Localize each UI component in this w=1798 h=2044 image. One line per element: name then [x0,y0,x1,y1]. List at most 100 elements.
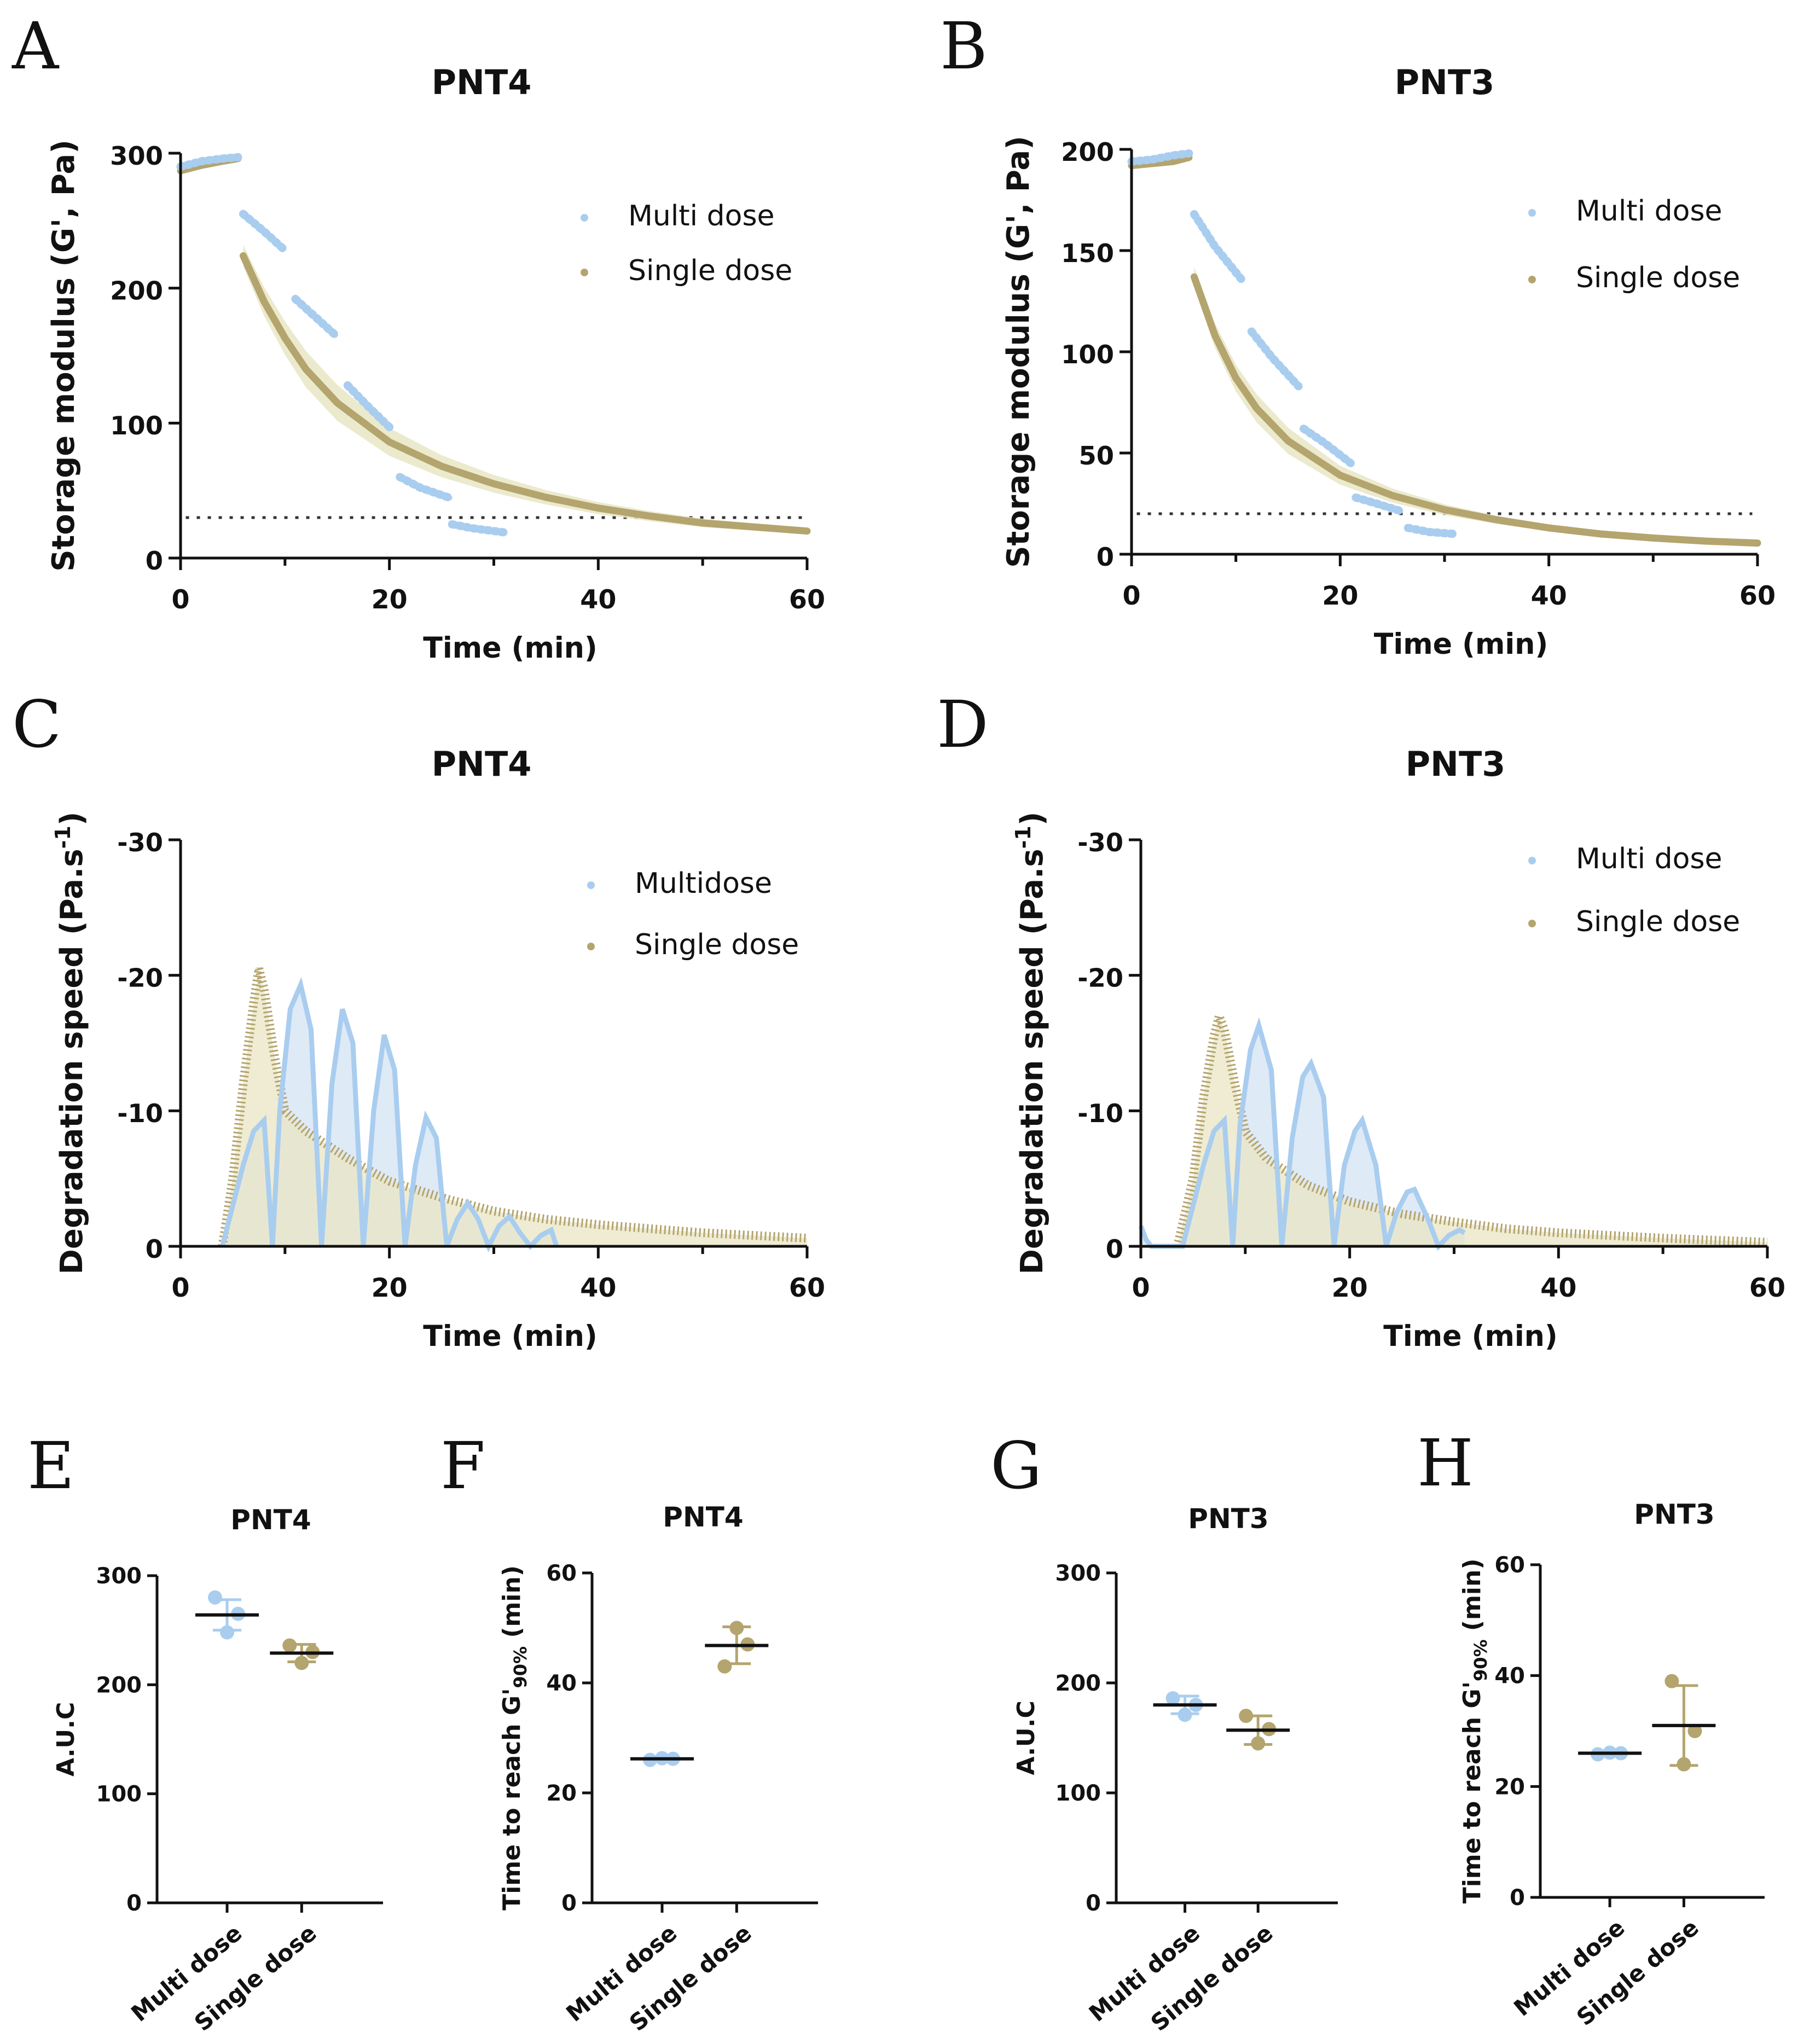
y-axis-label-main: A.U.C [1012,1700,1040,1775]
x-axis-label: Time (min) [1374,628,1548,661]
y-tick-label: 0 [126,1891,142,1916]
panel-d: D PNT3 0 -10 -20 -30 0 20 40 60 Time (min) Degradat… [937,687,1785,1353]
x-tick-label: 0 [1132,1273,1150,1303]
x-tick-label: 60 [1739,581,1776,611]
y-tick-label: 60 [1494,1553,1525,1578]
legend-marker [581,269,588,276]
y-axis-label-main: Time to reach G' [1458,1681,1486,1903]
y-axis-label-main: A.U.C [52,1702,80,1776]
x-tick-label: 20 [372,1273,408,1303]
legend-marker [587,943,595,950]
panel-letter: H [1417,1425,1474,1501]
y-axis-label: Storage modulus (G', Pa) [1001,136,1036,568]
y-tick-label: 0 [146,546,163,576]
y-tick-label: 0 [146,1234,163,1264]
multi-dose-segment-core [1131,152,1190,164]
x-tick-label: 40 [1540,1273,1576,1303]
y-tick-label: 20 [1494,1774,1525,1799]
y-axis-label: Time to reach G'90% (min) [1458,1559,1491,1904]
y-tick-label: 100 [1055,1781,1101,1806]
panel-letter: F [440,1428,485,1503]
y-tick-label: 200 [1055,1671,1101,1696]
panel-letter: E [27,1428,74,1503]
y-tick-label: 200 [110,276,163,306]
legend-marker [587,881,595,889]
x-tick-label: 60 [1749,1273,1785,1303]
y-axis-label-sup: -1 [51,826,75,849]
chart-title: PNT3 [1406,744,1506,784]
legend-label: Multi dose [1576,195,1722,228]
multi-dose-segment-core [1302,427,1352,464]
y-tick-label: 0 [1510,1885,1525,1911]
legend-marker [1528,209,1536,217]
y-axis-label-main: Time to reach G' [498,1688,526,1911]
y-axis-label: A.U.C [1012,1700,1040,1775]
y-tick-label: 40 [1494,1664,1525,1689]
x-tick-label: 40 [580,585,616,615]
y-axis-label-sup: -1 [1011,826,1035,849]
x-axis-label: Time (min) [423,632,598,665]
y-tick-label: -30 [117,828,163,857]
data-point [717,1659,732,1674]
multi-dose-segment-core [451,522,504,535]
legend-label: Single dose [635,928,799,961]
multi-dose-segment-core [1407,526,1455,536]
y-tick-label: 60 [546,1561,577,1586]
chart-title: PNT3 [1395,62,1495,102]
data-point [220,1625,235,1640]
x-tick-label: Single dose [1146,1919,1278,2036]
y-tick-label: 300 [1055,1561,1101,1586]
panel-letter: D [937,687,989,762]
panel-letter: A [11,8,60,84]
y-axis-label: Storage modulus (G', Pa) [46,140,82,572]
multi-dose-line [219,977,559,1253]
x-tick-label: 0 [171,585,189,615]
multi-dose-segment-core [180,155,239,169]
chart-title: PNT3 [1634,1499,1714,1530]
legend-marker [1528,857,1536,864]
x-tick-label: 60 [789,1273,825,1303]
multi-dose-segment-core [399,475,453,501]
y-tick-label: 100 [110,411,163,440]
y-tick-label: 100 [1061,340,1114,369]
legend-label: Single dose [1576,905,1740,938]
chart-title: PNT4 [432,62,532,102]
y-axis-label-end: ) [1014,812,1050,826]
x-tick-label: 20 [1332,1273,1368,1303]
legend-label: Single dose [1576,262,1740,294]
y-tick-label: 300 [96,1564,142,1589]
x-tick-label: 40 [1531,581,1567,611]
legend-marker [581,214,588,222]
y-tick-label: 150 [1061,239,1114,268]
x-tick-label: 20 [372,585,408,615]
panel-a: A PNT4 0 100 200 300 0 20 40 60 Time (min) Storage … [11,8,825,665]
y-axis-label: Time to reach G'90% (min) [498,1565,531,1911]
multi-dose-segment-core [242,212,286,252]
y-tick-label: 0 [1097,542,1114,572]
panel-letter: B [940,8,988,84]
y-tick-label: 50 [1078,441,1114,471]
y-tick-label: -10 [1077,1099,1123,1128]
y-tick-label: 300 [110,141,163,171]
multi-dose-segment-core [1250,330,1300,387]
single-dose-line [218,967,808,1247]
y-tick-label: -20 [1077,963,1123,993]
panel-c: C PNT4 0 -10 -20 -30 0 20 40 60 Time (min) Degradat… [12,687,825,1353]
y-axis-label-end: ) [54,812,90,826]
single-dose-line [240,252,811,535]
panel-b: B PNT3 0 50 100 150 200 0 20 40 60 Time (min) Storag… [940,8,1776,661]
multi-dose-segment-core [294,298,339,338]
data-point [1687,1724,1702,1738]
single-dose-band [1194,266,1758,545]
y-axis-label-sub: 90% [510,1646,531,1688]
y-axis-label-end: (min) [1458,1559,1486,1640]
legend-marker [1528,276,1536,283]
legend-label: Single dose [628,254,792,287]
y-axis-label: Degradation speed (Pa.s-1) [1011,812,1050,1275]
legend-marker [1528,920,1536,927]
y-tick-label: 0 [1086,1891,1101,1916]
